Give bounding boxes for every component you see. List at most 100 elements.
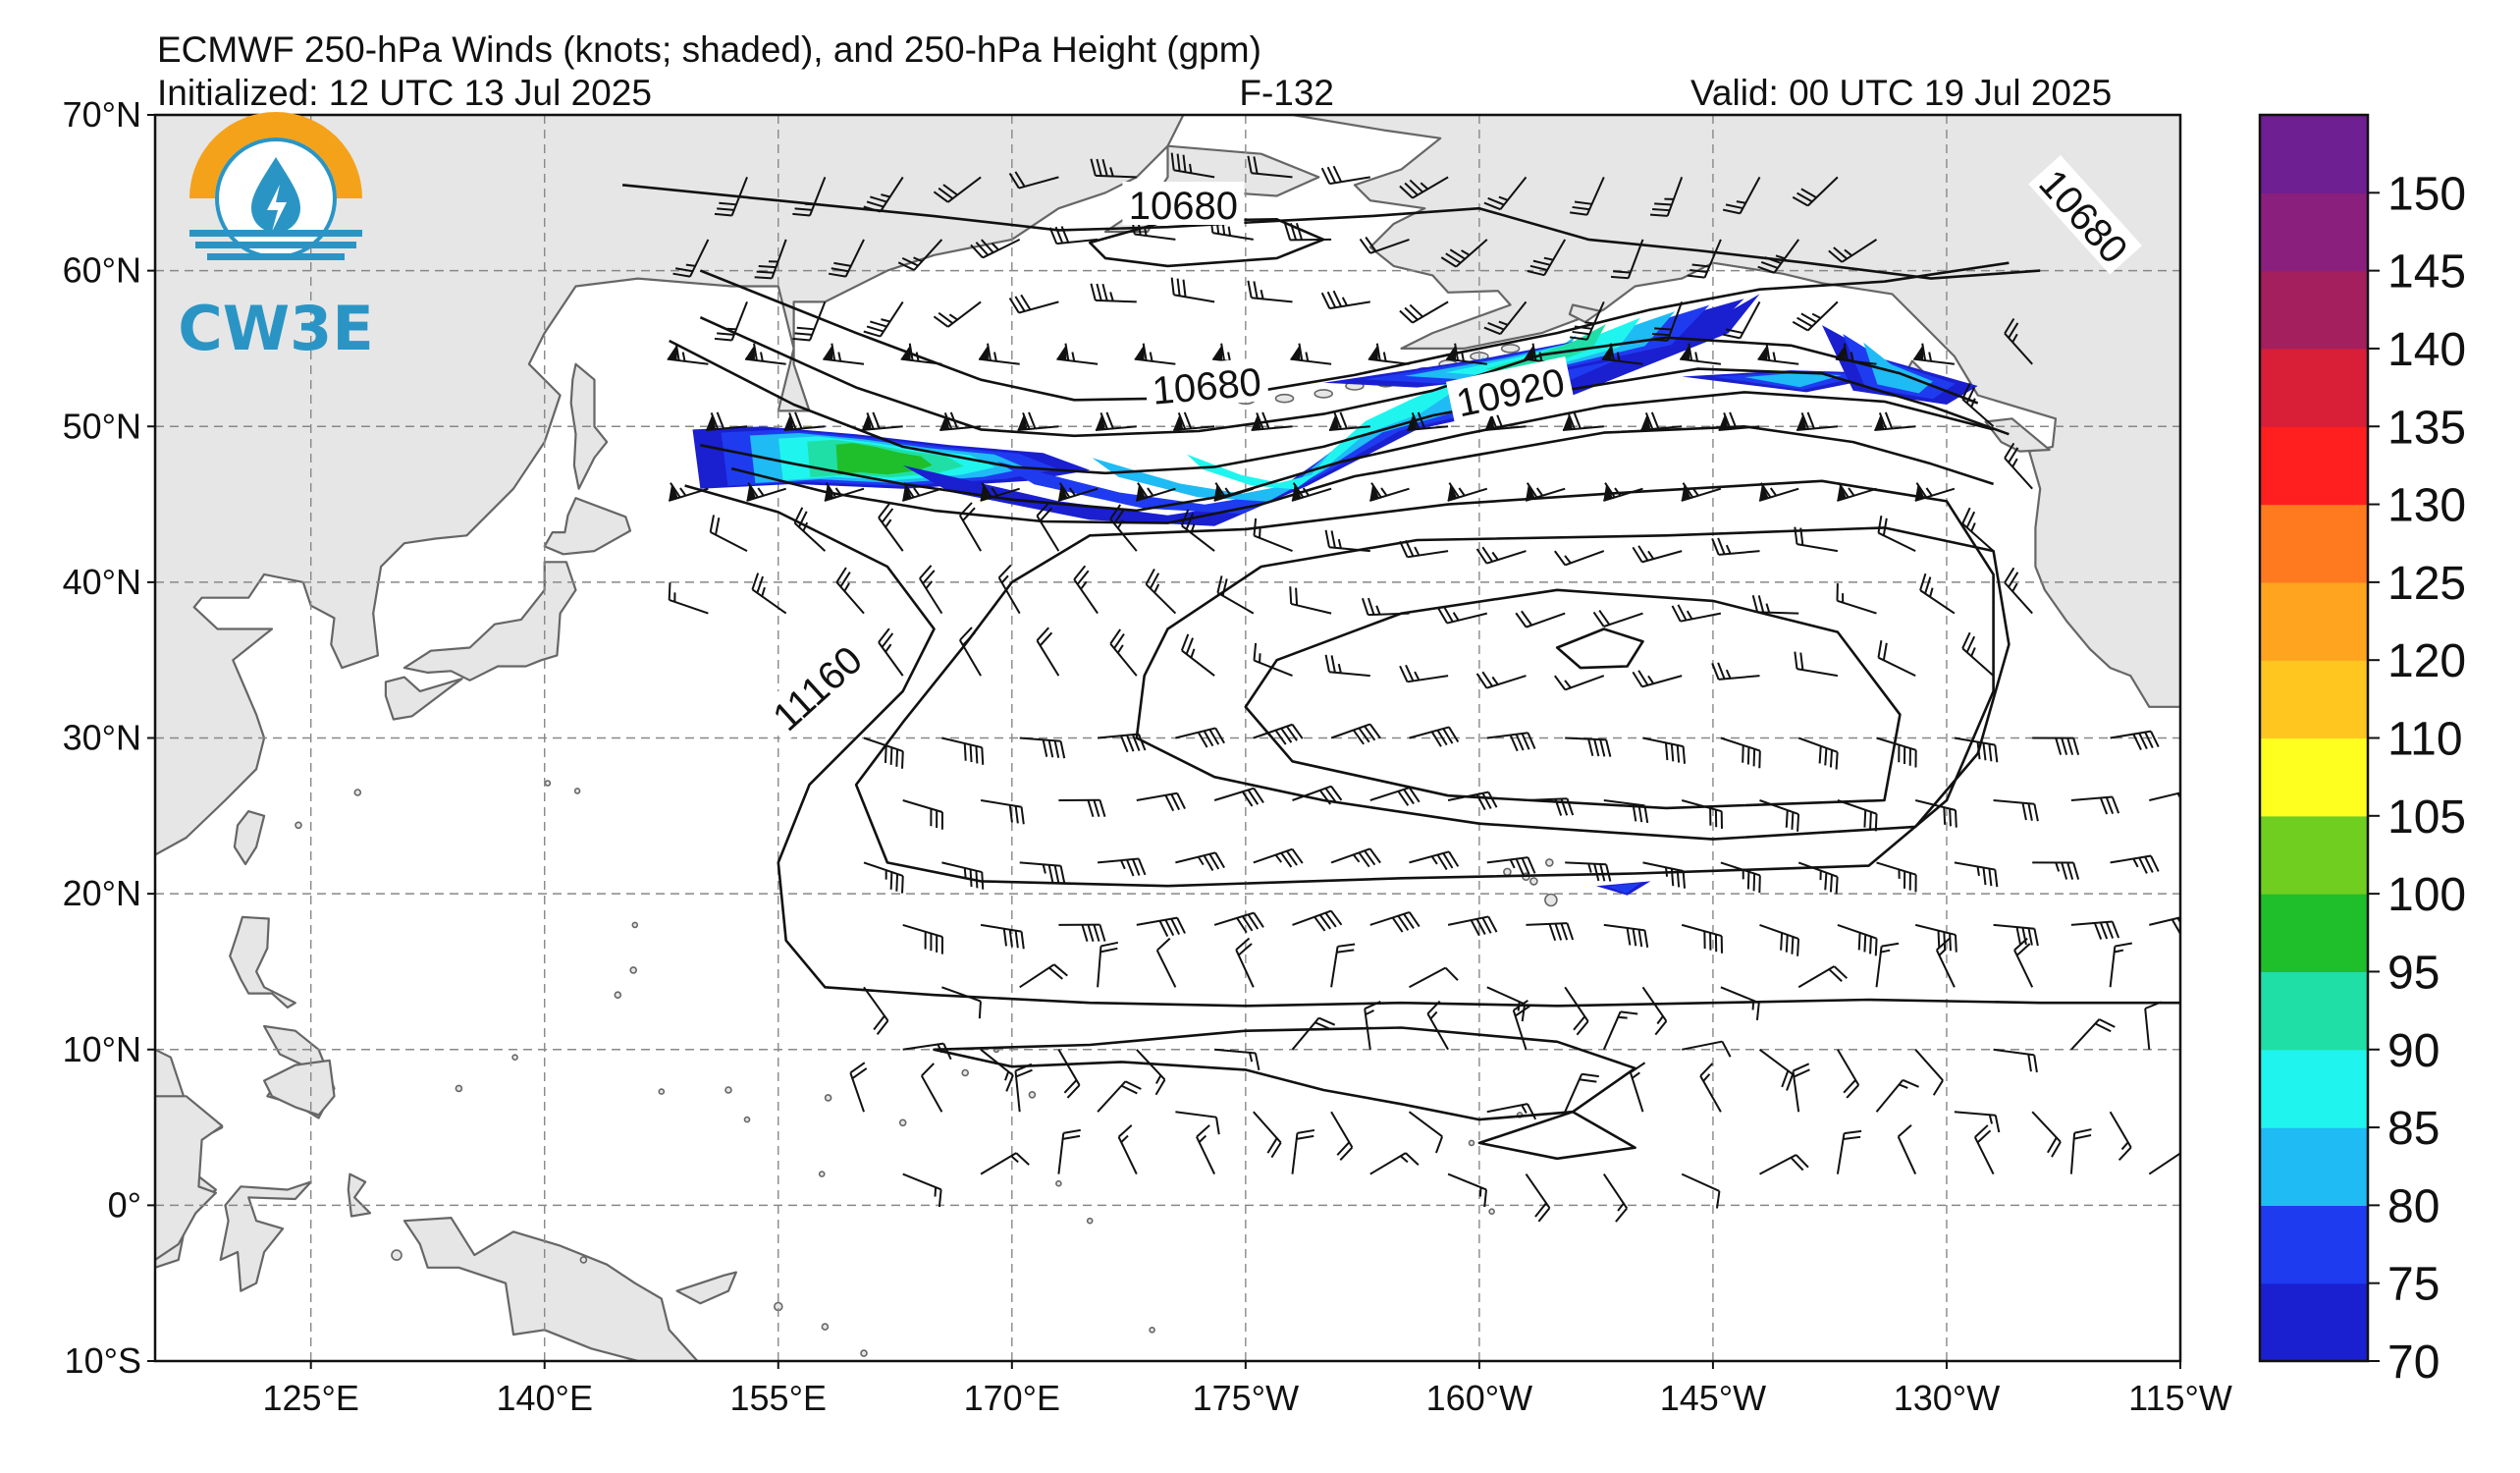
barb-flag (1843, 1135, 1861, 1141)
barb-staff (1408, 1111, 1443, 1138)
barb-flag (1652, 333, 1670, 337)
barb-staff (1841, 239, 1878, 263)
barb-flag (851, 1067, 868, 1079)
barb-half-flag (1461, 352, 1465, 362)
barb-flag (2021, 802, 2027, 821)
colorbar-swatch-135 (2260, 348, 2368, 427)
barb-flag (1800, 188, 1817, 199)
wind-barb (939, 411, 982, 431)
wind-barb (980, 923, 1025, 950)
island-27 (1468, 1139, 1475, 1147)
barb-flag (1008, 297, 1020, 314)
barb-flag (1445, 252, 1462, 264)
barb-flag (1397, 915, 1410, 931)
barb-flag (897, 261, 915, 271)
barb-staff (1136, 791, 1178, 801)
wind-barb (2109, 1111, 2132, 1162)
wind-barb (714, 177, 748, 217)
barb-half-flag (843, 582, 850, 592)
barb-flag (1435, 1136, 1444, 1154)
barb-flag (1403, 789, 1415, 805)
wind-barb (1794, 526, 1839, 553)
barb-flag (1274, 730, 1287, 745)
barb-flag (1470, 919, 1480, 937)
barb-staff (1214, 1048, 1257, 1055)
barb-flag (872, 411, 881, 429)
barb-flag (1566, 797, 1575, 816)
barb-flag (1270, 1142, 1282, 1159)
barb-staff (1897, 1136, 1917, 1175)
wind-barb (1954, 1111, 2001, 1133)
barb-flag (1643, 805, 1649, 824)
barb-staff (1447, 915, 1489, 926)
barb-flag (1843, 1079, 1856, 1094)
wind-barb (1399, 176, 1449, 199)
wind-barb (863, 861, 904, 894)
wind-barb (754, 239, 787, 280)
barb-staff (730, 301, 748, 341)
barb-flag (1058, 482, 1071, 499)
barb-flag (1324, 654, 1330, 673)
barb-half-flag (1429, 1010, 1438, 1020)
barb-staff (1718, 675, 1760, 681)
barb-flag (1093, 799, 1100, 818)
wind-barb (1682, 1040, 1732, 1058)
barb-flag (1792, 320, 1809, 332)
barb-flag (1042, 739, 1048, 757)
barb-flag (1715, 1190, 1721, 1209)
colorbar-tick-label: 95 (2387, 947, 2440, 999)
barb-staff (1291, 1132, 1299, 1174)
barb-staff (1098, 733, 1140, 739)
barb-staff (1565, 736, 1607, 741)
barb-staff (1097, 1080, 1127, 1113)
barb-half-flag (1691, 487, 1699, 497)
contour-label-text: 10680 (1151, 360, 1263, 413)
island-17 (1055, 1179, 1062, 1187)
wind-barb (1447, 915, 1498, 937)
barb-staff (1134, 357, 1176, 365)
barb-flag (1297, 1128, 1315, 1134)
wind-barb (1914, 482, 1956, 502)
barb-staff (1486, 856, 1528, 864)
barb-half-flag (757, 487, 765, 497)
barb-flag (1059, 740, 1066, 759)
wind-barb (1486, 1103, 1537, 1120)
barb-flag (1720, 936, 1723, 954)
barb-flag (889, 747, 893, 765)
barb-flag (1247, 155, 1253, 174)
barb-staff (1109, 518, 1138, 552)
barb-half-flag (1517, 1001, 1521, 1011)
wind-barb (1136, 791, 1186, 812)
barb-pennant (1407, 413, 1418, 430)
wind-barb (1253, 518, 1293, 553)
barb-flag (1869, 811, 1872, 830)
wind-barb (1073, 565, 1099, 615)
barb-flag (1076, 570, 1090, 585)
barb-flag (1475, 548, 1488, 565)
barb-staff (863, 736, 904, 752)
wind-barb (1283, 222, 1332, 242)
barb-flag (792, 337, 811, 342)
barb-half-flag (1274, 853, 1283, 863)
barb-flag (1531, 343, 1537, 361)
barb-flag (1483, 326, 1501, 336)
barb-flag (1664, 742, 1669, 761)
barb-pennant (1367, 344, 1378, 360)
wind-barb (1019, 736, 1066, 759)
wind-barb (1837, 1049, 1860, 1099)
barb-flag (1846, 1084, 1860, 1099)
wind-barb (897, 239, 943, 271)
barb-flag (1857, 932, 1861, 951)
barb-flag (1047, 739, 1054, 758)
barb-flag (751, 573, 760, 590)
barb-staff (1603, 923, 1645, 932)
barb-flag (1020, 294, 1032, 310)
barb-half-flag (1153, 583, 1160, 593)
barb-flag (1943, 807, 1947, 825)
barb-flag (1794, 651, 1798, 670)
barb-flag (1567, 412, 1576, 430)
wind-barb (2070, 1018, 2116, 1051)
barb-staff (1797, 965, 1835, 989)
barb-flag (2099, 797, 2109, 815)
